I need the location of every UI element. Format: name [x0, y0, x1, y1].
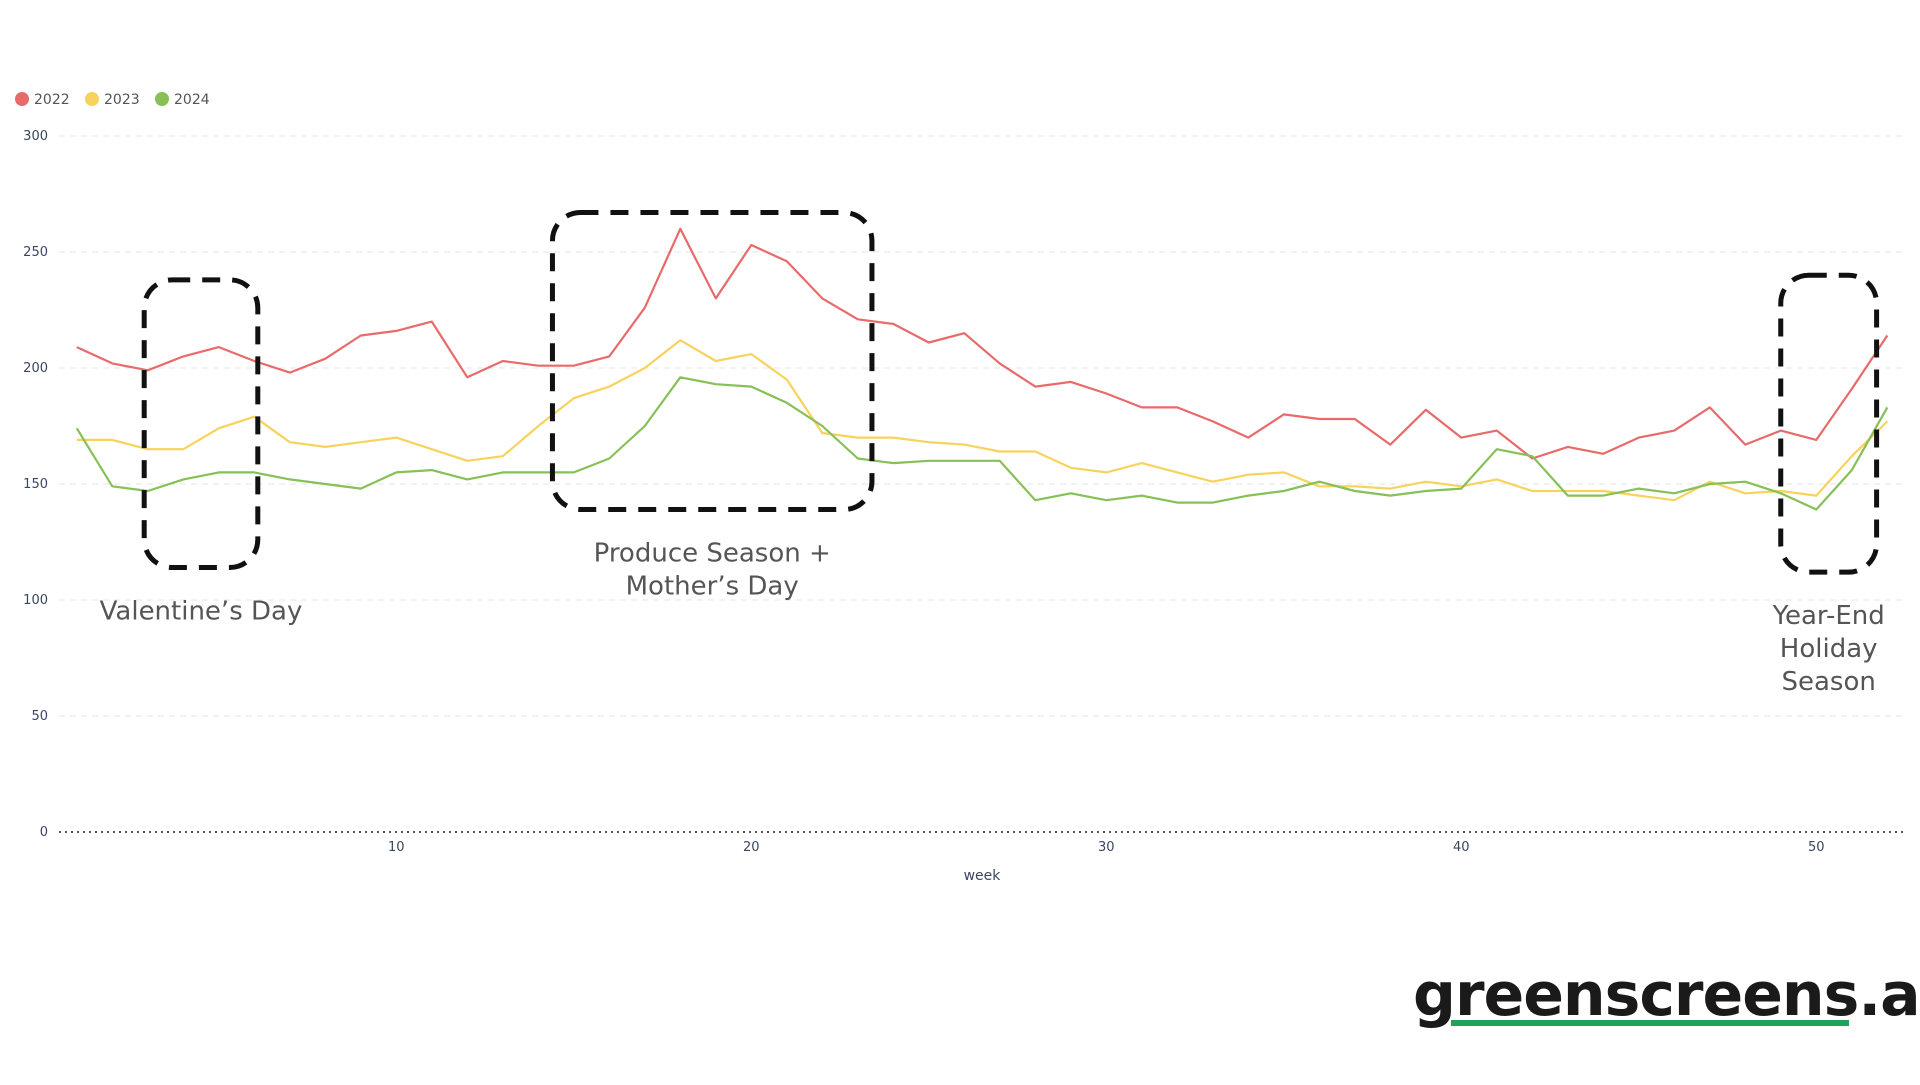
annotation-label: Year-End [1772, 601, 1885, 631]
annotation-label: Valentine’s Day [100, 597, 303, 627]
x-tick-label: 10 [388, 840, 405, 855]
legend-swatch-2023 [85, 92, 99, 106]
x-tick-label: 50 [1808, 840, 1825, 855]
y-tick-label: 300 [23, 129, 48, 144]
annotation-box [141, 277, 261, 571]
legend-label-2022: 2022 [34, 92, 70, 108]
annotation-label: Holiday [1780, 634, 1878, 664]
x-axis-ticks: 10 20 30 40 50 [388, 840, 1825, 855]
x-tick-label: 40 [1453, 840, 1470, 855]
y-axis-ticks: 0 50 100 150 200 250 300 [23, 129, 48, 840]
annotation-box [549, 210, 875, 513]
x-tick-label: 30 [1098, 840, 1115, 855]
annotations: Valentine’s Day Produce Season +Mother’s … [100, 210, 1885, 697]
legend-label-2024: 2024 [174, 92, 210, 108]
x-tick-label: 20 [743, 840, 760, 855]
annotation-box [1778, 272, 1880, 575]
series-lines [75, 227, 1889, 511]
series-line-2022 [76, 227, 1889, 460]
brand-logo-text: greenscreens.ai [1413, 960, 1920, 1030]
series-line-2023 [76, 339, 1889, 502]
legend-label-2023: 2023 [104, 92, 140, 108]
brand-underline [1451, 1020, 1849, 1026]
legend[interactable]: 2022 2023 2024 [15, 92, 210, 108]
legend-swatch-2022 [15, 92, 29, 106]
series-line-2024 [75, 376, 1889, 511]
annotation-label: Produce Season + [594, 539, 831, 569]
x-axis-label: week [964, 868, 1002, 884]
legend-swatch-2024 [155, 92, 169, 106]
y-tick-label: 150 [23, 477, 48, 492]
y-tick-label: 100 [23, 593, 48, 608]
y-tick-label: 250 [23, 245, 48, 260]
y-tick-label: 200 [23, 361, 48, 376]
y-tick-label: 0 [40, 825, 48, 840]
annotation-label: Mother’s Day [626, 572, 799, 602]
y-tick-label: 50 [31, 709, 48, 724]
annotation-label: Season [1781, 667, 1875, 697]
gridlines [59, 135, 1905, 717]
